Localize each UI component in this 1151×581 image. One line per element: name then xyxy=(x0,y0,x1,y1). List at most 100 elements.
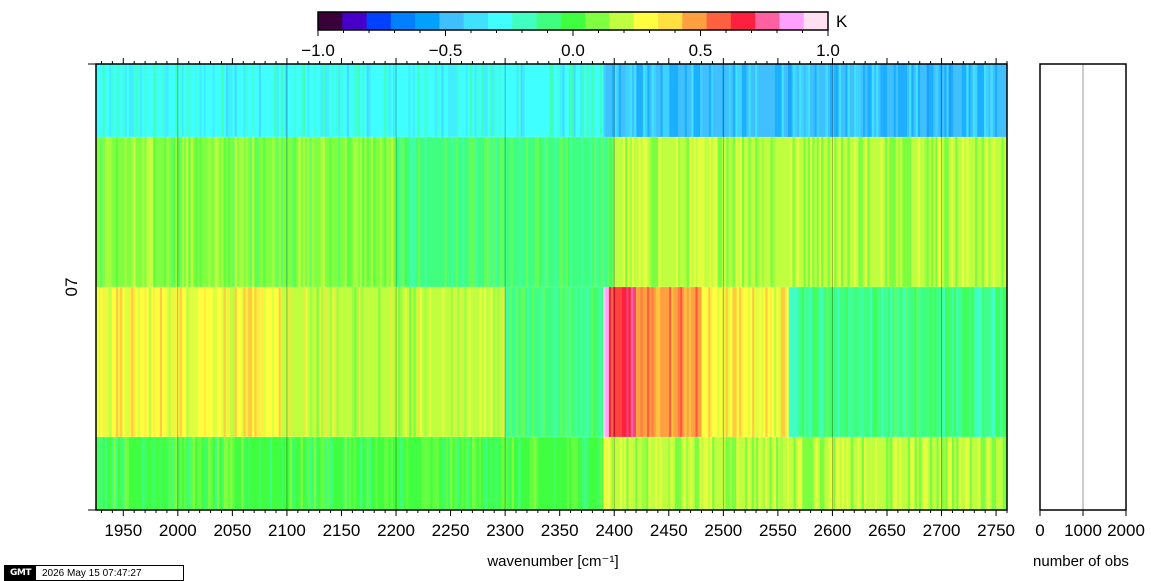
heatmap-channel xyxy=(912,437,915,510)
heatmap-channel xyxy=(417,64,420,137)
heatmap-channel xyxy=(946,64,949,137)
heatmap-channel xyxy=(819,437,823,510)
heatmap-channel xyxy=(558,137,562,287)
heatmap-channel xyxy=(230,287,233,437)
heatmap-channel xyxy=(543,137,546,287)
heatmap-channel xyxy=(788,287,791,437)
heatmap-channel xyxy=(821,287,824,437)
heatmap-channel xyxy=(636,64,639,137)
heatmap-channel xyxy=(931,137,934,287)
heatmap-channel xyxy=(728,64,731,137)
heatmap-channel xyxy=(323,287,326,437)
heatmap-channel xyxy=(525,137,529,287)
heatmap-channel xyxy=(131,64,134,137)
heatmap-channel xyxy=(586,287,589,437)
heatmap-channel xyxy=(338,137,341,287)
heatmap-channel xyxy=(924,137,927,287)
heatmap-channel xyxy=(473,137,476,287)
heatmap-channel xyxy=(245,137,248,287)
heatmap-channel xyxy=(697,64,701,137)
heatmap-channel xyxy=(153,287,156,437)
heatmap-channel xyxy=(118,64,121,137)
heatmap-channel xyxy=(411,137,414,287)
heatmap-channel xyxy=(483,437,486,510)
heatmap-channel xyxy=(627,137,630,287)
heatmap-channel xyxy=(780,287,783,437)
heatmap-channel xyxy=(450,64,453,137)
heatmap-channel xyxy=(918,437,922,510)
heatmap-channel xyxy=(717,137,720,287)
heatmap-channel xyxy=(346,137,349,287)
heatmap-channel xyxy=(223,137,226,287)
heatmap-channel xyxy=(354,287,357,437)
heatmap-channel xyxy=(186,137,189,287)
heatmap-channel xyxy=(256,137,259,287)
heatmap-channel xyxy=(527,287,530,437)
heatmap-channel xyxy=(999,287,1003,437)
heatmap-channel xyxy=(739,64,742,137)
heatmap-channel xyxy=(896,287,899,437)
heatmap-channel xyxy=(815,287,818,437)
heatmap-channel xyxy=(539,137,542,287)
heatmap-channel xyxy=(940,437,944,510)
heatmap-channel xyxy=(241,137,244,287)
heatmap-channel xyxy=(674,437,677,510)
heatmap-channel xyxy=(914,287,917,437)
heatmap-channel xyxy=(288,287,291,437)
heatmap-channel xyxy=(885,437,889,510)
heatmap-channel xyxy=(975,64,978,137)
heatmap-channel xyxy=(771,437,774,510)
heatmap-channel xyxy=(712,437,715,510)
heatmap-channel xyxy=(693,64,696,137)
heatmap-channel xyxy=(495,137,498,287)
heatmap-channel xyxy=(854,64,857,137)
heatmap-channel xyxy=(808,287,811,437)
heatmap-channel xyxy=(597,437,600,510)
heatmap-channel xyxy=(173,137,176,287)
x-tick-label: 1950 xyxy=(104,521,142,540)
heatmap-channel xyxy=(961,64,965,137)
heatmap-channel xyxy=(818,137,822,287)
heatmap-channel xyxy=(278,137,281,287)
heatmap-channel xyxy=(807,137,811,287)
heatmap-channel xyxy=(188,64,191,137)
heatmap-channel xyxy=(857,437,860,510)
x-tick-label: 2400 xyxy=(595,521,633,540)
heatmap-channel xyxy=(697,137,701,287)
heatmap-channel xyxy=(104,287,107,437)
x-tick-label: 2500 xyxy=(704,521,742,540)
heatmap-channel xyxy=(316,287,319,437)
heatmap-channel xyxy=(596,137,599,287)
heatmap-channel xyxy=(816,64,819,137)
heatmap-channel xyxy=(144,64,147,137)
heatmap-channel xyxy=(217,137,220,287)
heatmap-channel xyxy=(943,437,946,510)
heatmap-channel xyxy=(441,64,444,137)
heatmap-channel xyxy=(828,437,831,510)
heatmap-channel xyxy=(384,64,387,137)
heatmap-channel xyxy=(893,64,896,137)
heatmap-channel xyxy=(195,64,198,137)
heatmap-channel xyxy=(316,437,319,510)
heatmap-channel xyxy=(269,437,272,510)
heatmap-channel xyxy=(409,287,412,437)
heatmap-channel xyxy=(832,137,835,287)
heatmap-channel xyxy=(100,137,103,287)
heatmap-channel xyxy=(850,437,853,510)
heatmap-channel xyxy=(870,287,873,437)
colorbar-swatch xyxy=(390,12,416,30)
heatmap-channel xyxy=(685,437,688,510)
heatmap-channel xyxy=(722,64,725,137)
heatmap-channel xyxy=(727,437,730,510)
heatmap-channel xyxy=(474,437,477,510)
side-tick-label: 0 xyxy=(1035,521,1044,540)
heatmap-channel xyxy=(456,64,459,137)
heatmap-channel xyxy=(243,437,246,510)
colorbar-swatch xyxy=(755,12,780,30)
heatmap-channel xyxy=(725,437,728,510)
colorbar-swatch xyxy=(488,12,513,30)
heatmap-channel xyxy=(562,64,565,137)
colorbar-swatch xyxy=(609,12,635,30)
heatmap-channel xyxy=(98,437,101,510)
heatmap-channel xyxy=(485,437,488,510)
